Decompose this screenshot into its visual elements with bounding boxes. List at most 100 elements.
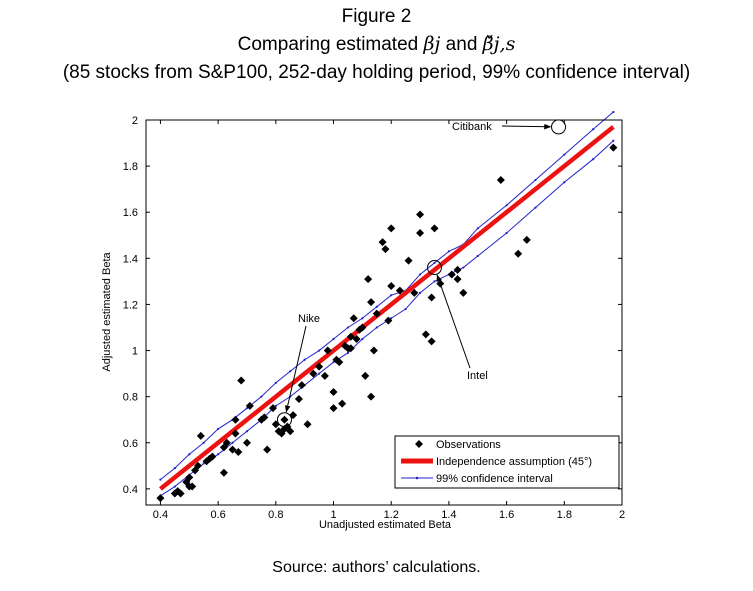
y-tick-label: 1.8 [123, 161, 138, 173]
confidence-band-marker [332, 360, 335, 364]
confidence-band-marker [462, 266, 465, 269]
confidence-band-upper [160, 111, 614, 481]
observation-point [280, 415, 289, 424]
observation-point [329, 388, 338, 397]
confidence-band-marker [612, 110, 615, 114]
observation-point [416, 228, 425, 237]
observation-point [286, 427, 295, 436]
observation-point [367, 392, 376, 401]
observation-point [335, 358, 344, 367]
observation-point [430, 224, 439, 233]
intel-label: Intel [467, 370, 488, 382]
observation-point [222, 438, 231, 447]
plot-frame [145, 119, 623, 506]
observation-point [268, 404, 277, 413]
observation-point [237, 376, 246, 385]
x-tick-label: 2 [619, 509, 625, 521]
observation-point [185, 473, 194, 482]
y-tick-label: 2 [132, 115, 138, 127]
confidence-band-marker [612, 139, 615, 142]
confidence-band-marker [563, 153, 566, 156]
citibank-highlight-circle [551, 119, 567, 135]
observation-point [410, 288, 419, 297]
observation-point [156, 494, 165, 503]
intel-highlight-circle [426, 260, 442, 276]
confidence-band-marker [231, 441, 234, 444]
legend: Observations Independence assumption (45… [394, 435, 620, 489]
x-tick-label: 1.2 [384, 509, 399, 521]
confidence-band-marker [361, 317, 364, 320]
observation-point [427, 293, 436, 302]
intel-arrow [436, 274, 471, 369]
x-axis-label: Unadjusted estimated Beta [319, 519, 452, 531]
observation-point [369, 346, 378, 355]
observation-point [349, 314, 358, 323]
observation-point [395, 286, 404, 295]
observation-point [367, 298, 376, 307]
confidence-band-marker [563, 181, 566, 184]
observation-point [320, 371, 329, 380]
observation-point [447, 270, 456, 279]
y-axis-label: Adjusted estimated Beta [101, 252, 113, 372]
observation-point [346, 344, 355, 353]
confidence-band-marker [260, 395, 263, 398]
confidence-band-marker [390, 294, 393, 297]
observation-point [372, 309, 381, 318]
figure-subtitle: (85 stocks from S&P100, 252-day holding … [62, 62, 691, 83]
y-tick-label: 1.4 [123, 253, 138, 265]
observation-point [329, 404, 338, 413]
observation-point [421, 330, 430, 339]
confidence-band-marker [592, 128, 595, 131]
observation-point [387, 281, 396, 290]
confidence-band-marker [433, 280, 436, 283]
observation-point [234, 447, 243, 456]
observation-point [361, 371, 370, 380]
observation-point [381, 245, 390, 254]
confidence-band-marker [418, 273, 422, 276]
observation-point [378, 238, 387, 247]
observation-point [522, 235, 531, 244]
confidence-band-marker [476, 227, 479, 230]
x-tick-label: 1.8 [557, 509, 572, 521]
observation-point [228, 445, 237, 454]
confidence-band-marker [217, 427, 220, 431]
confidence-band-marker [317, 372, 321, 375]
confidence-band-marker [476, 254, 479, 258]
confidence-band-marker [418, 291, 422, 295]
title-prefix: Comparing estimated [237, 34, 424, 55]
confidence-band-marker [317, 349, 321, 352]
observation-point [260, 413, 269, 422]
observation-point [294, 394, 303, 403]
legend-diamond-icon [415, 440, 423, 448]
figure-title: Comparing estimated βj and β̌j,s [0, 33, 753, 56]
observation-point [453, 275, 462, 284]
legend-observations: Observations [436, 439, 501, 451]
confidence-band-marker [245, 407, 249, 410]
legend-confidence: 99% confidence interval [436, 473, 553, 485]
nike-highlight-circle [276, 412, 292, 428]
confidence-band-marker [332, 337, 335, 341]
confidence-band-marker [303, 358, 306, 361]
observation-point [427, 337, 436, 346]
confidence-band-marker [505, 231, 508, 235]
observation-point [496, 175, 505, 184]
nike-label: Nike [298, 313, 320, 325]
observation-point [303, 420, 312, 429]
citibank-label: Citibank [452, 121, 492, 133]
nike-arrow [284, 325, 307, 413]
title-beta-j: βj [423, 33, 441, 55]
observation-point [263, 445, 272, 454]
observation-point [338, 399, 347, 408]
observation-point [309, 369, 318, 378]
figure-label: Figure 2 [341, 6, 412, 27]
observation-point [514, 249, 523, 258]
confidence-band-marker [592, 158, 595, 161]
confidence-band-marker [375, 326, 378, 329]
y-tick-label: 0.8 [123, 392, 138, 404]
observation-point [346, 332, 355, 341]
source-note: Source: authors’ calculations. [272, 559, 481, 576]
confidence-band-marker [534, 206, 537, 209]
observation-point [219, 468, 228, 477]
observation-point [193, 461, 202, 470]
observation-point [352, 335, 361, 344]
